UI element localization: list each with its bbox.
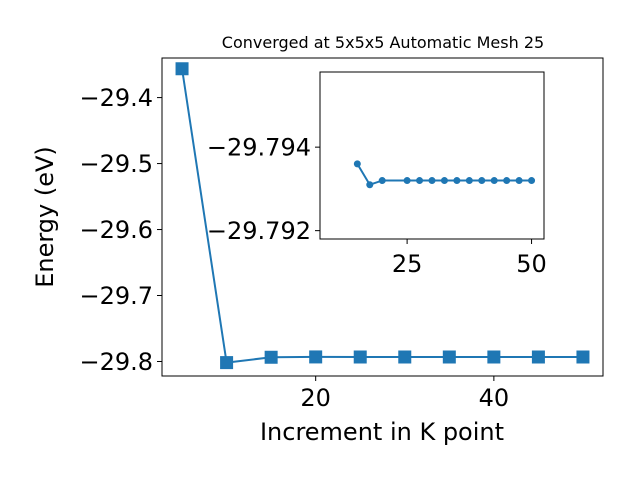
main-data-point: [264, 350, 278, 364]
inset-series: [353, 160, 536, 189]
inset-x-tick-label: 25: [392, 250, 423, 278]
inset-data-point: [528, 177, 536, 185]
main-data-point: [487, 350, 501, 364]
main-data-point: [353, 350, 367, 364]
inset-y-tick-label: −29.794: [207, 134, 311, 162]
main-y-tick-label: −29.4: [79, 84, 153, 112]
main-data-point: [398, 350, 412, 364]
inset-x-ticks: 25 50: [392, 239, 547, 278]
inset-data-point: [503, 177, 511, 185]
main-chart-title: Converged at 5x5x5 Automatic Mesh 25: [222, 33, 544, 52]
inset-data-point: [515, 177, 523, 185]
inset-data-point: [353, 160, 361, 168]
inset-data-point: [428, 177, 436, 185]
main-data-point: [531, 350, 545, 364]
inset-data-point: [378, 177, 386, 185]
inset-chart: 25 50 −29.794 −29.792: [207, 71, 547, 278]
inset-data-point: [478, 177, 486, 185]
main-x-tick-label: 40: [479, 384, 510, 412]
main-x-axis-label: Increment in K point: [260, 418, 504, 446]
inset-data-point: [453, 177, 461, 185]
inset-data-point: [465, 177, 473, 185]
main-y-tick-label: −29.7: [79, 282, 153, 310]
main-data-point: [442, 350, 456, 364]
main-y-ticks: −29.4 −29.5 −29.6 −29.7 −29.8: [79, 84, 162, 376]
main-x-tick-label: 20: [300, 384, 331, 412]
main-chart: 20 40 −29.4−29.5−29.6−29.7−29.8: [79, 57, 604, 412]
main-y-tick-label: −29.5: [79, 150, 153, 178]
inset-y-ticks: −29.794 −29.792: [207, 134, 320, 245]
inset-x-tick-label: 50: [516, 250, 547, 278]
main-plot-frame: [161, 57, 604, 377]
inset-y-tick-label: −29.792: [207, 217, 311, 245]
inset-data-point: [440, 177, 448, 185]
inset-data-point: [490, 177, 498, 185]
inset-background: [320, 72, 544, 239]
main-x-ticks: 20 40: [300, 376, 509, 412]
inset-data-point: [403, 177, 411, 185]
inset-plot-frame: [319, 71, 545, 240]
inset-data-point: [416, 177, 424, 185]
main-series: [175, 62, 590, 370]
main-data-point: [220, 356, 234, 370]
main-y-tick-label: −29.8: [79, 348, 153, 376]
main-y-tick-label: −29.6: [79, 216, 153, 244]
main-series-line: [181, 68, 583, 364]
inset-data-point: [366, 181, 374, 189]
main-y-axis-label: Energy (eV): [31, 146, 59, 288]
main-data-point: [175, 62, 189, 76]
main-data-point: [309, 350, 323, 364]
main-data-point: [576, 350, 590, 364]
